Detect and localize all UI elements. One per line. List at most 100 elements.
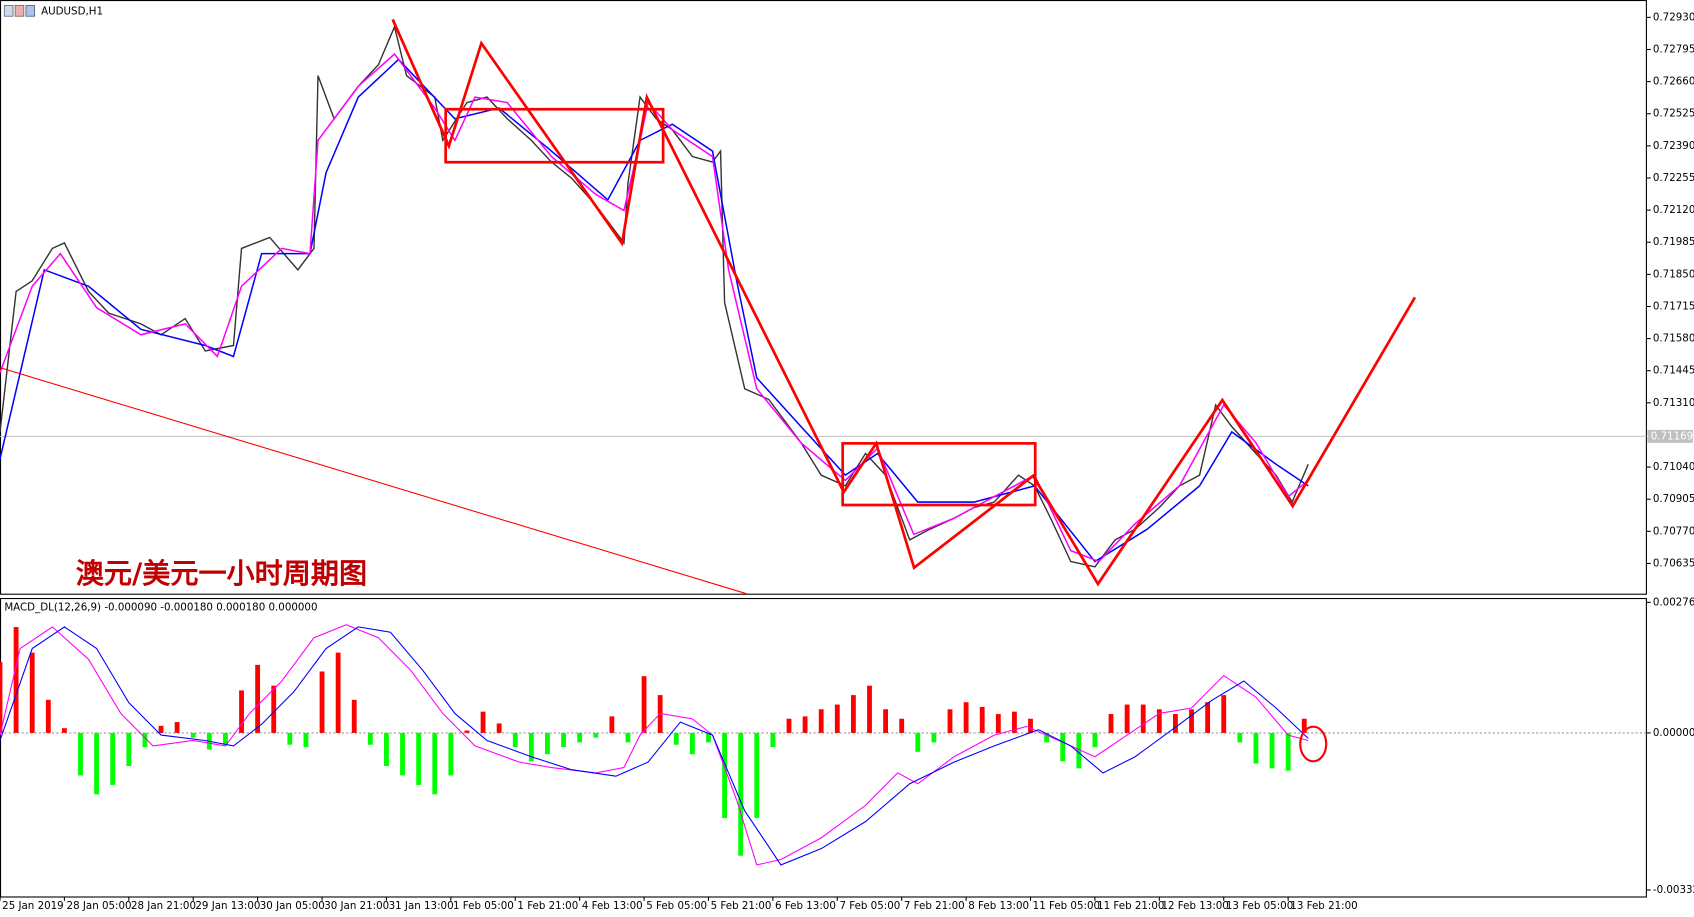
series-line bbox=[0, 624, 1309, 866]
histogram-bar bbox=[947, 709, 953, 733]
y-tick-label: 0.002764 bbox=[1653, 596, 1694, 608]
histogram-bar bbox=[1108, 714, 1114, 733]
histogram-bar bbox=[1060, 732, 1066, 762]
chart-annotation: 澳元/美元一小时周期图 bbox=[76, 557, 367, 590]
y-tick-label: 0.70635 bbox=[1653, 557, 1694, 569]
histogram-bar bbox=[1028, 718, 1033, 733]
x-tick-label: 12 Feb 13:00 bbox=[1161, 900, 1228, 912]
x-tick-label: 11 Feb 21:00 bbox=[1097, 900, 1164, 912]
y-tick-label: 0.72795 bbox=[1653, 43, 1694, 55]
x-tick-label: 13 Feb 05:00 bbox=[1226, 900, 1293, 912]
y-tick-label: 0.72525 bbox=[1653, 108, 1694, 120]
histogram-bar bbox=[1205, 702, 1211, 733]
histogram-bar bbox=[609, 716, 615, 733]
histogram-bar bbox=[190, 732, 196, 738]
histogram-bar bbox=[1301, 718, 1307, 733]
histogram-bar bbox=[641, 676, 647, 733]
macd-panel-frame bbox=[0, 597, 1647, 898]
x-tick-label: 6 Feb 13:00 bbox=[775, 900, 836, 912]
histogram-bar bbox=[142, 732, 148, 748]
x-tick-label: 28 Jan 05:00 bbox=[67, 900, 132, 912]
histogram-bar bbox=[303, 732, 309, 748]
histogram-bar bbox=[174, 722, 180, 733]
histogram-bar bbox=[432, 732, 438, 795]
histogram-bar bbox=[1221, 695, 1227, 733]
x-tick-label: 7 Feb 21:00 bbox=[904, 900, 965, 912]
y-tick-label: 0.71445 bbox=[1653, 365, 1694, 377]
x-tick-label: 8 Feb 13:00 bbox=[968, 900, 1029, 912]
histogram-bar bbox=[867, 685, 872, 733]
histogram-bar bbox=[593, 732, 599, 738]
y-tick-label: 0.71985 bbox=[1653, 236, 1694, 248]
y-tick-label: 0.72120 bbox=[1653, 204, 1694, 216]
histogram-bar bbox=[0, 662, 3, 733]
histogram-bar bbox=[577, 732, 583, 743]
histogram-bar bbox=[561, 732, 566, 748]
y-tick-label: 0.72930 bbox=[1653, 11, 1694, 23]
series-line bbox=[0, 58, 1309, 563]
histogram-bar bbox=[158, 725, 164, 733]
y-tick-label: 0.70770 bbox=[1653, 525, 1694, 537]
histogram-bar bbox=[545, 732, 550, 755]
current-price-label: 0.71169 bbox=[1651, 430, 1693, 442]
y-tick-label: 0.70905 bbox=[1653, 493, 1694, 505]
histogram-bar bbox=[770, 732, 776, 748]
y-tick-label: 0.71580 bbox=[1653, 333, 1694, 345]
x-tick-label: 29 Jan 13:00 bbox=[195, 900, 260, 912]
x-tick-label: 28 Jan 21:00 bbox=[131, 900, 196, 912]
histogram-bar bbox=[239, 690, 244, 733]
x-tick-label: 1 Feb 21:00 bbox=[517, 900, 578, 912]
histogram-bar bbox=[786, 718, 792, 733]
x-tick-label: 25 Jan 2019 bbox=[2, 900, 64, 912]
histogram-bar bbox=[995, 714, 1001, 733]
histogram-bar bbox=[255, 664, 261, 733]
histogram-bar bbox=[29, 652, 35, 733]
highlight-circle bbox=[1299, 725, 1328, 763]
histogram-bar bbox=[13, 627, 19, 733]
histogram-bar bbox=[464, 730, 470, 733]
histogram-bar bbox=[1189, 709, 1194, 733]
histogram-bar bbox=[1124, 704, 1130, 733]
histogram-bar bbox=[223, 732, 228, 745]
histogram-bar bbox=[802, 716, 808, 733]
histogram-bar bbox=[319, 671, 325, 733]
histogram-bar bbox=[384, 732, 389, 766]
histogram-bar bbox=[110, 732, 116, 785]
x-tick-label: 31 Jan 13:00 bbox=[389, 900, 454, 912]
range-box bbox=[444, 107, 665, 164]
analysis-drawings bbox=[0, 18, 1417, 763]
histogram-bar bbox=[1156, 709, 1162, 733]
histogram-bar bbox=[899, 718, 905, 733]
histogram-bar bbox=[689, 732, 695, 755]
histogram-bar bbox=[1269, 732, 1275, 769]
histogram-bar bbox=[706, 732, 711, 743]
price-panel-frame bbox=[0, 0, 1647, 595]
histogram-bar bbox=[673, 732, 679, 745]
histogram-bar bbox=[963, 702, 969, 733]
histogram-bar bbox=[1011, 711, 1017, 733]
y-tick-label: 0.71715 bbox=[1653, 300, 1694, 312]
histogram-bar bbox=[94, 732, 100, 795]
y-tick-label: 0.71850 bbox=[1653, 268, 1694, 280]
histogram-bar bbox=[61, 728, 67, 733]
y-tick-label: 0.000000 bbox=[1653, 727, 1694, 739]
histogram-bar bbox=[625, 732, 631, 743]
macd-title: MACD_DL(12,26,9) -0.000090 -0.000180 0.0… bbox=[4, 602, 317, 614]
histogram-bar bbox=[45, 699, 51, 733]
histogram-bar bbox=[1140, 704, 1146, 733]
x-tick-label: 30 Jan 21:00 bbox=[324, 900, 389, 912]
histogram-bar bbox=[335, 652, 341, 733]
histogram-bar bbox=[818, 709, 824, 733]
histogram-bar bbox=[1237, 732, 1243, 743]
trend-line bbox=[0, 367, 747, 595]
y-tick-label: 0.72390 bbox=[1653, 140, 1694, 152]
range-box bbox=[841, 442, 1037, 507]
x-tick-label: 5 Feb 05:00 bbox=[646, 900, 707, 912]
histogram-bar bbox=[367, 732, 373, 745]
histogram-bar bbox=[287, 732, 293, 745]
x-tick-label: 30 Jan 05:00 bbox=[260, 900, 325, 912]
histogram-bar bbox=[850, 695, 856, 733]
